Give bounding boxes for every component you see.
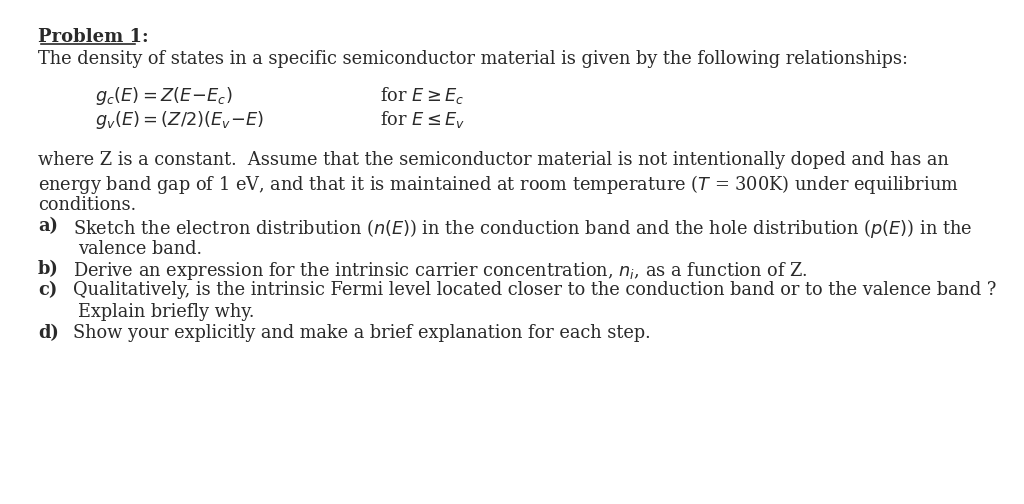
Text: $g_v(E) = (Z/2)(E_v\!-\!E)$: $g_v(E) = (Z/2)(E_v\!-\!E)$ [95, 109, 264, 131]
Text: Show your explicitly and make a brief explanation for each step.: Show your explicitly and make a brief ex… [73, 324, 650, 342]
Text: $g_c(E) = Z(E\!-\!E_c)$: $g_c(E) = Z(E\!-\!E_c)$ [95, 85, 232, 107]
Text: The density of states in a specific semiconductor material is given by the follo: The density of states in a specific semi… [38, 50, 908, 69]
Text: Derive an expression for the intrinsic carrier concentration, $n_i$, as a functi: Derive an expression for the intrinsic c… [73, 260, 808, 282]
Text: conditions.: conditions. [38, 196, 136, 214]
Text: c): c) [38, 281, 57, 299]
Text: Sketch the electron distribution ($n(E)$) in the conduction band and the hole di: Sketch the electron distribution ($n(E)$… [73, 217, 973, 240]
Text: b): b) [38, 260, 58, 278]
Text: Explain briefly why.: Explain briefly why. [78, 303, 254, 322]
Text: Qualitatively, is the intrinsic Fermi level located closer to the conduction ban: Qualitatively, is the intrinsic Fermi le… [73, 281, 996, 299]
Text: for $E \geq E_c$: for $E \geq E_c$ [380, 85, 464, 106]
Text: for $E \leq E_v$: for $E \leq E_v$ [380, 109, 465, 130]
Text: energy band gap of 1 eV, and that it is maintained at room temperature ($T$ = 30: energy band gap of 1 eV, and that it is … [38, 173, 958, 196]
Text: Problem 1:: Problem 1: [38, 28, 148, 46]
Text: a): a) [38, 217, 58, 235]
Text: where Z is a constant.  Assume that the semiconductor material is not intentiona: where Z is a constant. Assume that the s… [38, 151, 949, 169]
Text: valence band.: valence band. [78, 239, 202, 258]
Text: d): d) [38, 324, 58, 342]
